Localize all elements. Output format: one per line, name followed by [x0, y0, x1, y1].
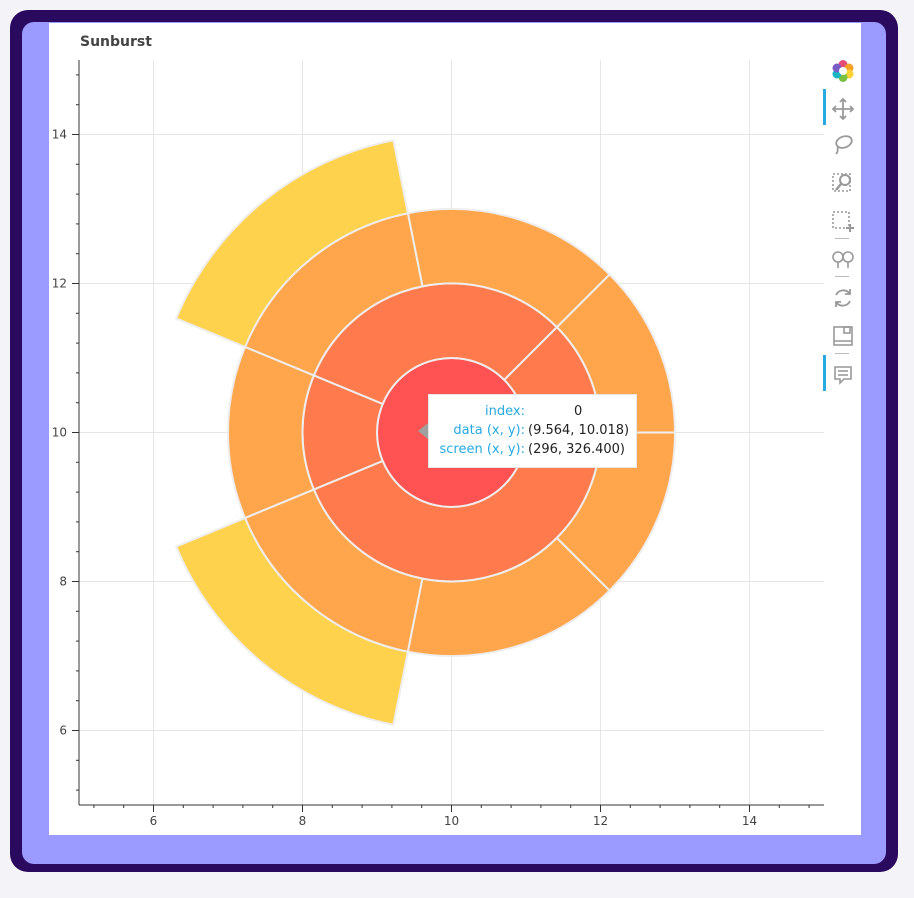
tooltip-value: 0 — [574, 404, 583, 419]
save-icon[interactable] — [831, 324, 855, 348]
tooltip-row-index: index: 0 — [429, 404, 638, 422]
x-tick-label: 14 — [742, 814, 757, 828]
tooltip-key: data (x, y): — [453, 423, 525, 438]
y-tick-label: 12 — [52, 277, 67, 291]
pan-icon[interactable] — [831, 97, 855, 121]
x-tick-label: 6 — [150, 814, 158, 828]
chart-title: Sunburst — [80, 34, 152, 50]
sunburst-wedge[interactable] — [227, 345, 316, 520]
tooltip-row-data: data (x, y): (9.564, 10.018) — [429, 423, 638, 441]
tooltip-pointer — [418, 423, 428, 439]
zoom-in-out-icon[interactable] — [831, 247, 855, 271]
box-select-icon[interactable] — [831, 209, 855, 233]
tooltip-value: (9.564, 10.018) — [528, 423, 630, 438]
hover-active-indicator — [823, 355, 826, 391]
x-tick-label: 8 — [299, 814, 307, 828]
toolbar — [823, 55, 863, 400]
hover-icon[interactable] — [831, 363, 855, 387]
y-tick-label: 8 — [59, 575, 67, 589]
pan-active-indicator — [823, 89, 826, 125]
box-zoom-icon[interactable] — [831, 171, 855, 195]
x-tick-label: 10 — [444, 814, 459, 828]
bokeh-logo-icon[interactable] — [831, 59, 855, 83]
toolbar-divider — [835, 353, 849, 354]
tooltip-row-screen: screen (x, y): (296, 326.400) — [429, 442, 638, 460]
tooltip-value: (296, 326.400) — [528, 442, 625, 457]
toolbar-divider — [835, 238, 849, 239]
lasso-select-icon[interactable] — [831, 133, 855, 157]
tooltip-key: index: — [485, 404, 525, 419]
sunburst-wedge[interactable] — [174, 516, 410, 726]
tooltip-key: screen (x, y): — [439, 442, 525, 457]
y-tick-label: 14 — [52, 128, 67, 142]
axes: 6 8 10 12 14 6 8 10 12 14 — [52, 60, 824, 828]
sunburst-wedge[interactable] — [555, 431, 677, 592]
y-tick-label: 6 — [59, 724, 67, 738]
reset-icon[interactable] — [831, 286, 855, 310]
toolbar-divider — [835, 276, 849, 277]
hover-tooltip: index: 0 data (x, y): (9.564, 10.018) sc… — [428, 394, 637, 468]
x-tick-label: 12 — [593, 814, 608, 828]
y-tick-label: 10 — [52, 426, 67, 440]
sunburst-wedge[interactable] — [174, 139, 410, 349]
